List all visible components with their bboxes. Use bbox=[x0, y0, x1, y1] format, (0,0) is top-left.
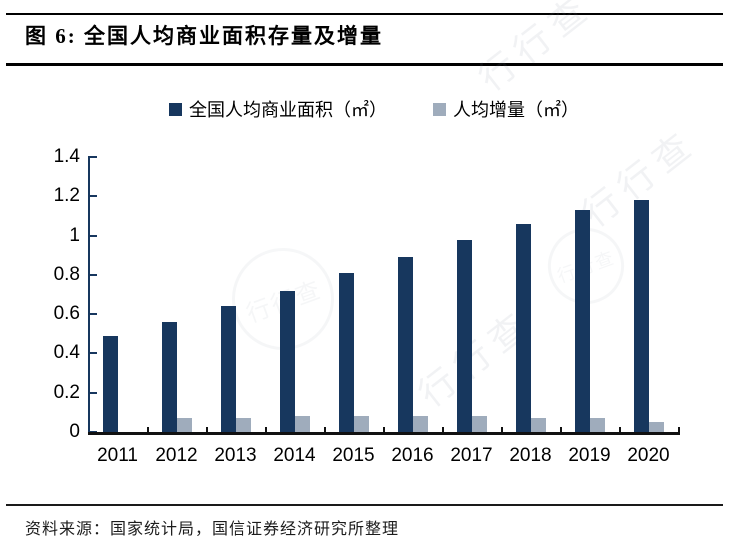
chart-legend: 全国人均商业面积（㎡） 人均增量（㎡） bbox=[0, 96, 748, 122]
x-axis-tick bbox=[324, 427, 326, 432]
y-axis-tick-label: 0.6 bbox=[53, 303, 80, 325]
increment-bar-2013 bbox=[236, 418, 251, 432]
stock-bar-2011 bbox=[103, 335, 118, 432]
increment-bar-2020 bbox=[649, 422, 664, 432]
legend-label: 人均增量（㎡） bbox=[453, 100, 579, 120]
y-axis-tick bbox=[88, 234, 97, 237]
x-axis-tick bbox=[147, 427, 149, 432]
x-axis-tick bbox=[383, 427, 385, 432]
y-axis-tick-label: 0.8 bbox=[53, 263, 80, 285]
x-axis-tick bbox=[442, 427, 444, 432]
x-axis-tick bbox=[560, 427, 562, 432]
increment-bar-2016 bbox=[413, 416, 428, 432]
x-axis-line bbox=[88, 432, 680, 435]
legend-item: 人均增量（㎡） bbox=[433, 96, 579, 122]
increment-bar-2012 bbox=[177, 418, 192, 432]
x-axis-tick-label: 2019 bbox=[568, 445, 611, 466]
x-axis-tick-label: 2016 bbox=[391, 445, 434, 466]
x-axis-tick-label: 2014 bbox=[273, 445, 316, 466]
stock-bar-2014 bbox=[280, 290, 295, 432]
stock-bar-2019 bbox=[575, 210, 590, 432]
x-axis-tick-label: 2020 bbox=[627, 445, 670, 466]
x-axis-tick-label: 2018 bbox=[509, 445, 552, 466]
x-axis-tick-label: 2011 bbox=[97, 445, 138, 466]
stock-bar-2013 bbox=[221, 306, 236, 432]
x-axis-tick-label: 2015 bbox=[332, 445, 375, 466]
y-axis-tick bbox=[88, 156, 97, 158]
y-axis-tick bbox=[88, 273, 97, 276]
stock-bar-2020 bbox=[634, 200, 649, 432]
x-axis-tick bbox=[265, 427, 267, 432]
y-axis-tick-label: 1 bbox=[69, 224, 80, 246]
y-axis-line bbox=[88, 157, 90, 434]
y-axis-tick-label: 0.2 bbox=[53, 381, 80, 403]
x-axis-tick-label: 2017 bbox=[450, 445, 493, 466]
figure-title: 图 6: 全国人均商业面积存量及增量 bbox=[25, 24, 383, 48]
title-divider-rule bbox=[6, 63, 723, 66]
stock-bar-2017 bbox=[457, 239, 472, 432]
y-axis-tick-label: 1.2 bbox=[53, 185, 80, 207]
legend-swatch-icon bbox=[433, 102, 446, 116]
increment-bar-2014 bbox=[295, 416, 310, 432]
x-axis-tick bbox=[678, 427, 680, 432]
y-axis-tick bbox=[88, 313, 97, 316]
legend-swatch-icon bbox=[169, 102, 182, 116]
legend-label: 全国人均商业面积（㎡） bbox=[189, 100, 387, 120]
source-divider-rule bbox=[6, 504, 723, 506]
increment-bar-2018 bbox=[531, 418, 546, 432]
x-axis-tick bbox=[619, 427, 621, 432]
x-axis-tick-label: 2013 bbox=[214, 445, 257, 466]
stock-bar-2018 bbox=[516, 223, 531, 432]
stock-bar-2012 bbox=[162, 322, 177, 432]
y-axis-tick-label: 1.4 bbox=[53, 146, 80, 167]
x-axis-tick bbox=[501, 427, 503, 432]
legend-item: 全国人均商业面积（㎡） bbox=[169, 96, 387, 122]
increment-bar-2015 bbox=[354, 416, 369, 432]
top-rule bbox=[6, 13, 723, 15]
y-axis-tick-label: 0.4 bbox=[53, 342, 80, 364]
increment-bar-2017 bbox=[472, 416, 487, 432]
source-note: 资料来源：国家统计局，国信证券经济研究所整理 bbox=[25, 521, 400, 538]
y-axis-tick bbox=[88, 195, 97, 198]
stock-bar-2016 bbox=[398, 257, 413, 432]
y-axis-tick bbox=[88, 352, 97, 355]
x-axis-tick bbox=[206, 427, 208, 432]
y-axis-tick bbox=[88, 391, 97, 394]
stock-bar-2015 bbox=[339, 272, 354, 432]
y-axis-tick-label: 0 bbox=[69, 421, 80, 442]
x-axis-tick-label: 2012 bbox=[155, 445, 198, 466]
increment-bar-2019 bbox=[590, 418, 605, 432]
